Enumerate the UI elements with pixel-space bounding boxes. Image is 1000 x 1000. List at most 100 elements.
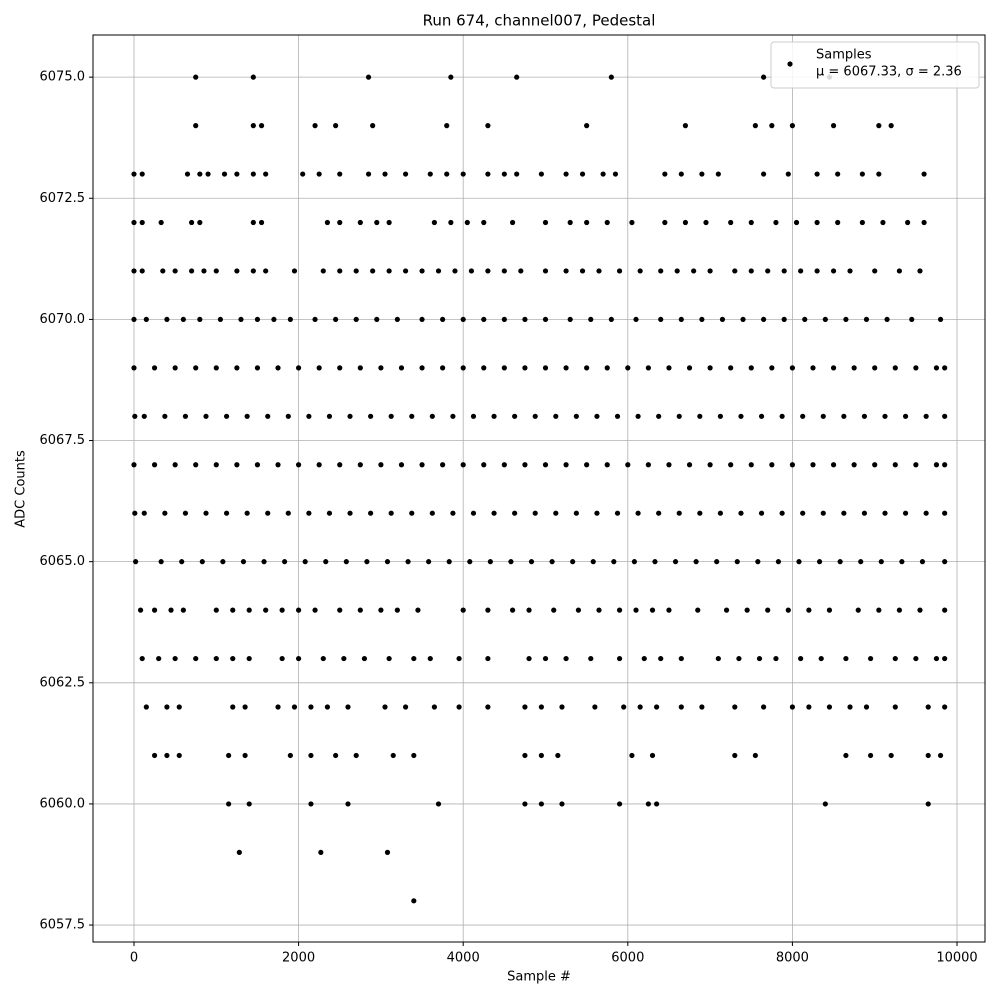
data-point [614,413,621,419]
data-point [384,559,391,565]
data-point [744,607,750,613]
data-point [594,510,600,516]
data-point [508,559,514,565]
data-point [291,704,298,710]
data-point [429,510,435,516]
data-point [937,316,944,323]
data-point [942,704,948,710]
data-point [841,413,847,419]
data-point [388,510,394,516]
data-point [197,171,203,177]
data-point [841,510,847,516]
data-point [265,510,271,516]
data-point [429,413,435,419]
data-point [220,559,226,565]
data-point [579,171,586,177]
data-point [263,268,269,274]
data-point [678,655,684,662]
data-point [769,365,775,371]
data-point [193,655,199,662]
data-point [179,559,185,565]
data-point [347,510,353,516]
data-point [861,510,868,516]
data-point [131,365,137,371]
data-point [826,704,833,710]
data-point [158,219,164,226]
data-point [275,704,281,710]
data-point [199,559,205,565]
data-point [160,268,166,274]
data-point [481,316,487,323]
data-point [213,655,219,662]
data-point [193,462,199,468]
data-point [830,268,837,274]
data-point [761,316,767,323]
data-point [863,316,870,323]
data-point [830,365,837,371]
data-point [217,316,224,323]
data-point [485,655,491,662]
data-point [666,365,672,371]
data-point [291,268,298,274]
data-point [676,413,682,419]
data-point [347,413,353,419]
data-point [470,510,477,516]
data-point [308,801,314,807]
data-point [431,219,437,226]
data-point [532,413,538,419]
data-point [917,268,923,274]
data-point [415,607,421,613]
data-point [197,219,203,226]
data-point [919,559,926,565]
data-point [600,171,606,177]
data-point [802,316,808,323]
data-point [686,365,693,371]
data-point [738,413,744,419]
data-point [728,219,734,226]
data-point [851,365,857,371]
data-point [658,268,664,274]
data-point [942,413,948,419]
data-point [193,123,199,129]
data-point [182,413,189,419]
data-point [470,413,477,419]
data-point [182,510,189,516]
data-point [765,268,771,274]
data-point [933,365,940,371]
data-point [172,268,178,274]
data-point [686,462,693,468]
data-point [448,219,454,226]
data-point [942,462,948,468]
data-point [240,559,247,565]
data-point [573,413,579,419]
data-point [132,413,138,419]
data-point [645,462,651,468]
data-point [884,316,890,323]
y-tick-label: 6075.0 [40,70,86,85]
data-point [909,316,915,323]
data-point [230,607,236,613]
data-point [427,655,433,662]
data-point [658,655,664,662]
data-point [633,316,639,323]
data-point [388,413,394,419]
data-point [800,413,806,419]
legend-marker [787,61,793,67]
data-point [789,462,796,468]
data-point [666,607,672,613]
data-point [230,655,236,662]
data-point [555,752,561,759]
data-point [876,123,882,129]
data-point [734,559,740,565]
data-point [732,752,738,759]
data-point [678,704,684,710]
data-point [761,171,767,177]
data-point [913,462,919,468]
data-point [287,752,293,759]
data-point [592,704,598,710]
data-point [584,462,590,468]
data-point [765,607,771,613]
data-point [386,219,392,226]
data-point [588,655,594,662]
